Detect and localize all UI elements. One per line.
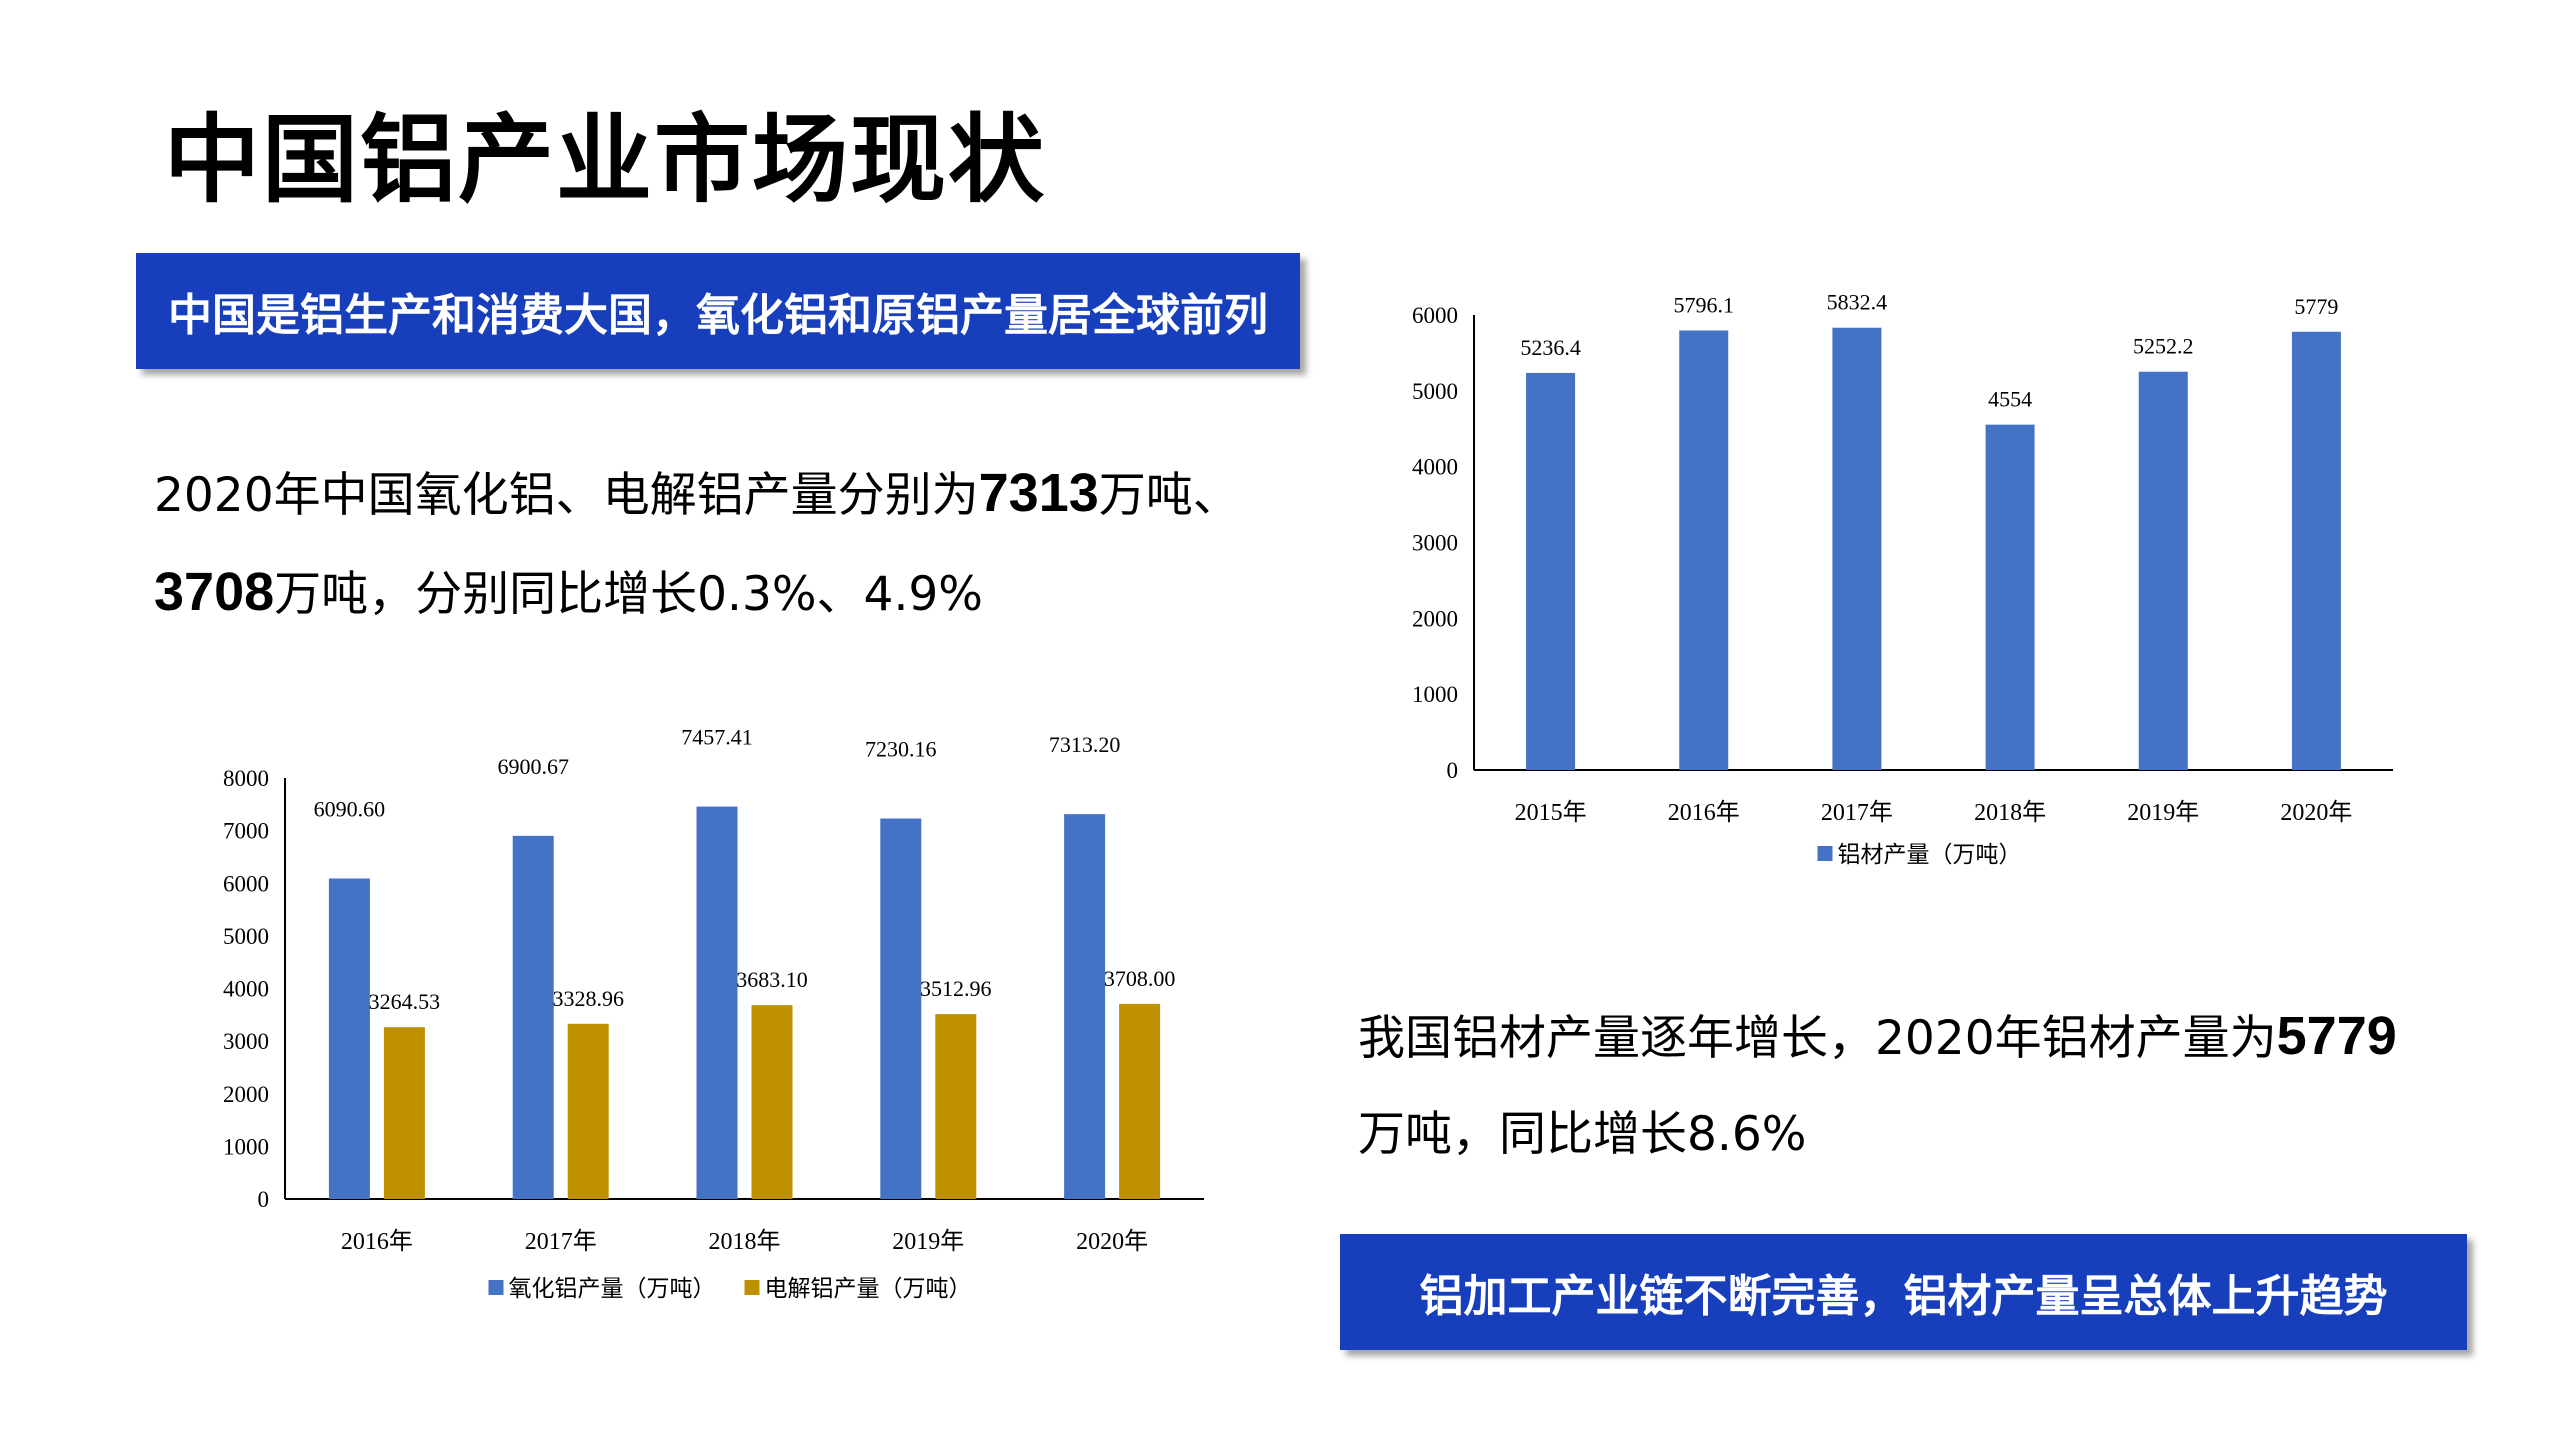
y-tick-label: 6000 [223,871,269,896]
headline-banner-top: 中国是铝生产和消费大国，氧化铝和原铝产量居全球前列 [136,253,1300,369]
alumina-summary-text: 2020年中国氧化铝、电解铝产量分别为7313万吨、 3708万吨，分别同比增长0… [154,445,1354,643]
legend-label: 电解铝产量（万吨） [765,1276,972,1301]
y-tick-label: 7000 [223,819,269,844]
x-tick-label: 2019年 [2127,799,2199,826]
y-tick-label: 5000 [1412,379,1458,404]
bar [1064,814,1106,1199]
bar [696,806,738,1199]
y-tick-label: 1000 [1412,682,1458,707]
y-tick-label: 8000 [223,766,269,791]
data-label: 5779 [2294,294,2338,319]
legend-label: 氧化铝产量（万吨） [509,1276,716,1301]
data-label: 3683.10 [736,967,808,992]
data-label: 7313.20 [1049,732,1121,757]
bar [935,1014,977,1199]
y-tick-label: 6000 [1412,303,1458,328]
y-tick-label: 0 [1447,758,1459,783]
text-part: 万吨，同比增长8.6% [1358,1107,1807,1162]
legend-swatch [488,1280,504,1295]
y-tick-label: 4000 [223,977,269,1002]
y-tick-label: 2000 [223,1082,269,1107]
data-label: 5832.4 [1827,290,1888,315]
x-tick-label: 2017年 [1821,799,1893,826]
data-label: 3264.53 [369,989,441,1014]
x-tick-label: 2019年 [892,1228,964,1255]
y-tick-label: 4000 [1412,455,1458,480]
headline-banner-bottom: 铝加工产业链不断完善，铝材产量呈总体上升趋势 [1340,1234,2467,1350]
bar [1119,1003,1161,1199]
highlight-number: 7313 [978,463,1099,523]
y-tick-label: 0 [258,1187,270,1212]
highlight-number: 5779 [2276,1006,2397,1066]
x-tick-label: 2016年 [1668,799,1740,826]
y-tick-label: 2000 [1412,606,1458,631]
data-label: 6900.67 [497,754,569,779]
legend-label: 铝材产量（万吨） [1838,842,2022,867]
bar [880,818,922,1199]
x-tick-label: 2016年 [341,1228,413,1255]
bar [1679,330,1729,770]
y-tick-label: 3000 [223,1029,269,1054]
bar [1526,372,1576,770]
bar [328,878,370,1199]
highlight-number: 3708 [154,562,275,622]
text-part: 万吨、 [1098,468,1240,523]
x-tick-label: 2017年 [525,1228,597,1255]
page-title: 中国铝产业市场现状 [164,104,1046,216]
data-label: 3512.96 [920,976,992,1001]
bar [1985,424,2035,770]
data-label: 7457.41 [681,725,753,750]
data-label: 4554 [1988,387,2032,412]
text-part: 2020年中国氧化铝、电解铝产量分别为 [154,468,979,523]
data-label: 5252.2 [2133,334,2194,359]
bar [383,1027,425,1199]
y-tick-label: 5000 [223,924,269,949]
data-label: 5796.1 [1674,292,1735,317]
x-tick-label: 2020年 [2280,799,2352,826]
bar [2138,371,2188,770]
text-part: 万吨，分别同比增长0.3%、4.9% [274,567,983,622]
y-tick-label: 1000 [223,1134,269,1159]
x-tick-label: 2018年 [1974,799,2046,826]
text-part: 我国铝材产量逐年增长，2020年铝材产量为 [1358,1011,2277,1066]
x-tick-label: 2018年 [709,1228,781,1255]
x-tick-label: 2015年 [1515,799,1587,826]
bar [1832,327,1882,770]
data-label: 7230.16 [865,737,937,762]
bar [567,1023,609,1199]
x-tick-label: 2020年 [1076,1228,1148,1255]
y-tick-label: 3000 [1412,531,1458,556]
data-label: 5236.4 [1520,335,1581,360]
legend-swatch [744,1280,760,1295]
bar [2291,331,2341,770]
data-label: 3708.00 [1104,966,1176,991]
bar [751,1005,793,1199]
bar [512,835,554,1199]
aluminum-product-summary-text: 我国铝材产量逐年增长，2020年铝材产量为5779 万吨，同比增长8.6% [1358,988,2498,1183]
data-label: 3328.96 [552,986,624,1011]
data-label: 6090.60 [314,796,386,821]
legend-swatch [1817,846,1833,861]
